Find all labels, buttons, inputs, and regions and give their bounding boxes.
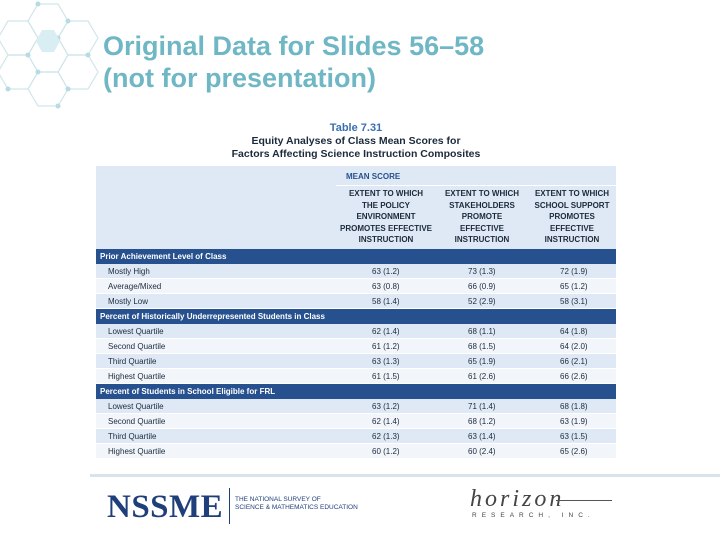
row-separator (96, 278, 616, 279)
row-separator (96, 308, 616, 309)
hexagon-network-decoration (0, 1, 99, 109)
cell-v3: 63 (1.9) (560, 417, 588, 426)
table-header-band (96, 166, 616, 249)
section-header-row: Percent of Historically Underrepresented… (96, 309, 616, 324)
cell-v3: 66 (2.6) (560, 372, 588, 381)
cell-v2: 68 (1.2) (468, 417, 496, 426)
row-label: Highest Quartile (108, 372, 166, 381)
horizon-logo: horizon (470, 486, 565, 512)
table-row: Mostly High 63 (1.2) 73 (1.3) 72 (1.9) (96, 264, 616, 279)
section-header-row: Percent of Students in School Eligible f… (96, 384, 616, 399)
row-separator (96, 353, 616, 354)
section-label: Percent of Historically Underrepresented… (100, 312, 325, 321)
slide-title-line1: Original Data for Slides 56–58 (103, 31, 485, 61)
table-caption-line2: Factors Affecting Science Instruction Co… (231, 148, 481, 160)
cell-v3: 63 (1.5) (560, 432, 588, 441)
cell-v3: 64 (2.0) (560, 342, 588, 351)
column-header-policy: EXTENT TO WHICH THE POLICY ENVIRONMENT PROM… (339, 189, 432, 244)
nssme-logo-divider (229, 488, 230, 524)
cell-v2: 60 (2.4) (468, 447, 496, 456)
row-label: Second Quartile (108, 342, 166, 351)
row-separator (96, 458, 616, 459)
cell-v3: 58 (3.1) (560, 297, 588, 306)
cell-v2: 68 (1.5) (468, 342, 496, 351)
table-row: Second Quartile 61 (1.2) 68 (1.5) 64 (2.0) (96, 339, 616, 354)
column-header-stakeholders: EXTENT TO WHICH STAKEHOLDERS PROMOTE EFFECT… (444, 189, 520, 244)
cell-v3: 65 (2.6) (560, 447, 588, 456)
cell-v2: 71 (1.4) (468, 402, 496, 411)
cell-v1: 62 (1.3) (372, 432, 400, 441)
table-row: Third Quartile 63 (1.3) 65 (1.9) 66 (2.1) (96, 354, 616, 369)
cell-v2: 66 (0.9) (468, 282, 496, 291)
column-header-school-support: EXTENT TO WHICH SCHOOL SUPPORT PROMOTES EFF… (534, 189, 610, 244)
nssme-logo-subtitle: THE NATIONAL SURVEY OF SCIENCE & MATHEMA… (235, 496, 358, 511)
cell-v1: 61 (1.2) (372, 342, 400, 351)
table-row: Third Quartile 62 (1.3) 63 (1.4) 63 (1.5) (96, 429, 616, 444)
table-body: Prior Achievement Level of Class Mostly H… (96, 249, 616, 459)
table-caption-line1: Equity Analyses of Class Mean Scores for (251, 135, 461, 147)
row-separator (96, 413, 616, 414)
row-label: Lowest Quartile (108, 327, 164, 336)
row-separator (96, 443, 616, 444)
slide-title: Original Data for Slides 56–58 (not for … (103, 30, 703, 94)
row-label: Mostly High (108, 267, 150, 276)
cell-v3: 64 (1.8) (560, 327, 588, 336)
row-separator (96, 293, 616, 294)
cell-v3: 72 (1.9) (560, 267, 588, 276)
cell-v3: 65 (1.2) (560, 282, 588, 291)
cell-v2: 63 (1.4) (468, 432, 496, 441)
cell-v1: 63 (1.3) (372, 357, 400, 366)
table-row: Lowest Quartile 62 (1.4) 68 (1.1) 64 (1.8) (96, 324, 616, 339)
cell-v1: 63 (1.2) (372, 267, 400, 276)
table-row: Highest Quartile 60 (1.2) 60 (2.4) 65 (2.6) (96, 444, 616, 459)
row-separator (96, 368, 616, 369)
table-number: Table 7.31 (329, 122, 383, 134)
cell-v2: 73 (1.3) (468, 267, 496, 276)
cell-v3: 66 (2.1) (560, 357, 588, 366)
cell-v1: 63 (1.2) (372, 402, 400, 411)
cell-v1: 62 (1.4) (372, 327, 400, 336)
footer-divider (90, 474, 720, 477)
row-label: Highest Quartile (108, 447, 166, 456)
cell-v1: 60 (1.2) (372, 447, 400, 456)
row-label: Second Quartile (108, 417, 166, 426)
mean-score-label: MEAN SCORE (336, 172, 616, 186)
row-separator (96, 338, 616, 339)
section-header-row: Prior Achievement Level of Class (96, 249, 616, 264)
nssme-logo: NSSME (107, 489, 224, 525)
row-label: Third Quartile (108, 432, 157, 441)
cell-v2: 68 (1.1) (468, 327, 496, 336)
section-label: Prior Achievement Level of Class (100, 252, 227, 261)
cell-v3: 68 (1.8) (560, 402, 588, 411)
table-row: Mostly Low 58 (1.4) 52 (2.9) 58 (3.1) (96, 294, 616, 309)
cell-v2: 65 (1.9) (468, 357, 496, 366)
row-label: Mostly Low (108, 297, 149, 306)
horizon-logo-underline (556, 500, 612, 501)
table-row: Highest Quartile 61 (1.5) 61 (2.6) 66 (2.6) (96, 369, 616, 384)
row-separator (96, 383, 616, 384)
section-label: Percent of Students in School Eligible f… (100, 387, 276, 396)
cell-v1: 58 (1.4) (372, 297, 400, 306)
cell-v2: 52 (2.9) (468, 297, 496, 306)
cell-v1: 63 (0.8) (372, 282, 400, 291)
table-caption: Table 7.31 Equity Analyses of Class Mean… (96, 122, 616, 161)
slide-title-line2: (not for presentation) (103, 63, 376, 93)
row-label: Lowest Quartile (108, 402, 164, 411)
table-row: Average/Mixed 63 (0.8) 66 (0.9) 65 (1.2) (96, 279, 616, 294)
table-row: Second Quartile 62 (1.4) 68 (1.2) 63 (1.9) (96, 414, 616, 429)
cell-v1: 61 (1.5) (372, 372, 400, 381)
row-separator (96, 428, 616, 429)
row-label: Average/Mixed (108, 282, 162, 291)
cell-v2: 61 (2.6) (468, 372, 496, 381)
row-label: Third Quartile (108, 357, 157, 366)
table-row: Lowest Quartile 63 (1.2) 71 (1.4) 68 (1.8) (96, 399, 616, 414)
cell-v1: 62 (1.4) (372, 417, 400, 426)
horizon-logo-subtitle: RESEARCH, INC. (472, 512, 595, 519)
